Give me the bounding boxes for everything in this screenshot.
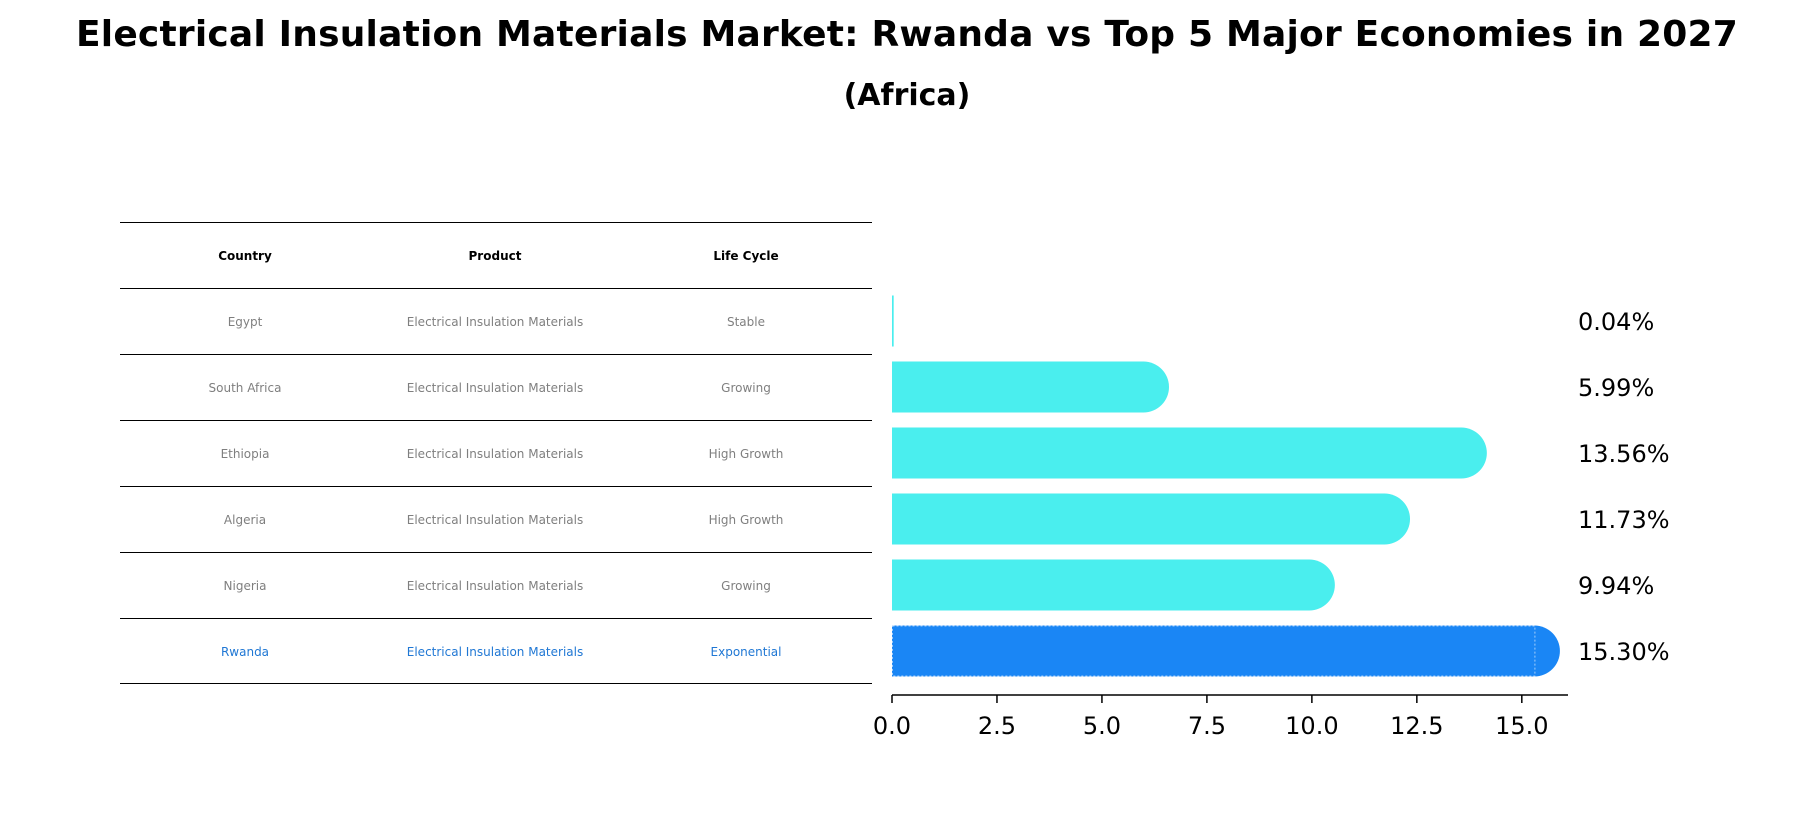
table-row: Egypt Electrical Insulation Materials St…	[120, 288, 872, 354]
cell-life-cycle: Growing	[721, 381, 771, 395]
x-tick-label: 5.0	[1083, 712, 1121, 740]
table-row: Algeria Electrical Insulation Materials …	[120, 486, 872, 552]
bar-nigeria	[892, 559, 1335, 611]
cell-country: South Africa	[208, 381, 282, 395]
bar-rwanda	[892, 625, 1560, 677]
cell-product: Electrical Insulation Materials	[406, 315, 584, 329]
cell-life-cycle: High Growth	[708, 447, 784, 461]
header-product: Product	[468, 249, 522, 263]
value-label: 15.30%	[1578, 638, 1670, 666]
cell-life-cycle: Growing	[721, 579, 771, 593]
bar-algeria	[892, 493, 1411, 545]
cell-country: Algeria	[223, 513, 267, 527]
x-tick-label: 0.0	[873, 712, 911, 740]
data-table: Country Product Life Cycle Egypt Electri…	[120, 222, 872, 684]
cell-country: Ethiopia	[220, 447, 270, 461]
x-tick-label: 2.5	[978, 712, 1016, 740]
cell-life-cycle: Stable	[726, 315, 765, 329]
cell-life-cycle: High Growth	[708, 513, 784, 527]
x-tick-label: 10.0	[1285, 712, 1338, 740]
cell-life-cycle: Exponential	[710, 645, 782, 659]
x-tick-label: 12.5	[1390, 712, 1443, 740]
cell-product: Electrical Insulation Materials	[406, 381, 584, 395]
value-label: 0.04%	[1578, 308, 1654, 336]
cell-product: Electrical Insulation Materials	[406, 513, 584, 527]
bar-ethiopia	[892, 427, 1487, 479]
table-row: Nigeria Electrical Insulation Materials …	[120, 552, 872, 618]
bar-south-africa	[892, 361, 1170, 413]
header-country: Country	[218, 249, 272, 263]
value-label: 11.73%	[1578, 506, 1670, 534]
table-header-row: Country Product Life Cycle	[120, 222, 872, 288]
table-row: Ethiopia Electrical Insulation Materials…	[120, 420, 872, 486]
header-life-cycle: Life Cycle	[713, 249, 779, 263]
table-row-highlighted: Rwanda Electrical Insulation Materials E…	[120, 618, 872, 684]
table-row: South Africa Electrical Insulation Mater…	[120, 354, 872, 420]
cell-product: Electrical Insulation Materials	[406, 579, 584, 593]
value-labels-group: 0.04% 5.99% 13.56% 11.73% 9.94% 15.30%	[1578, 308, 1670, 666]
value-label: 13.56%	[1578, 440, 1670, 468]
chart-subtitle: (Africa)	[843, 78, 971, 113]
bars-group	[892, 295, 1560, 677]
cell-product: Electrical Insulation Materials	[406, 645, 584, 659]
chart-title: Electrical Insulation Materials Market: …	[75, 14, 1739, 55]
x-tick-label: 7.5	[1188, 712, 1226, 740]
bar-egypt	[892, 295, 894, 347]
cell-product: Electrical Insulation Materials	[406, 447, 584, 461]
x-axis: 0.0 2.5 5.0 7.5 10.0 12.5 15.0	[873, 694, 1568, 740]
value-label: 5.99%	[1578, 374, 1654, 402]
cell-country: Egypt	[227, 315, 263, 329]
cell-country: Nigeria	[223, 579, 267, 593]
value-label: 9.94%	[1578, 572, 1654, 600]
x-tick-label: 15.0	[1495, 712, 1548, 740]
cell-country: Rwanda	[220, 645, 270, 659]
